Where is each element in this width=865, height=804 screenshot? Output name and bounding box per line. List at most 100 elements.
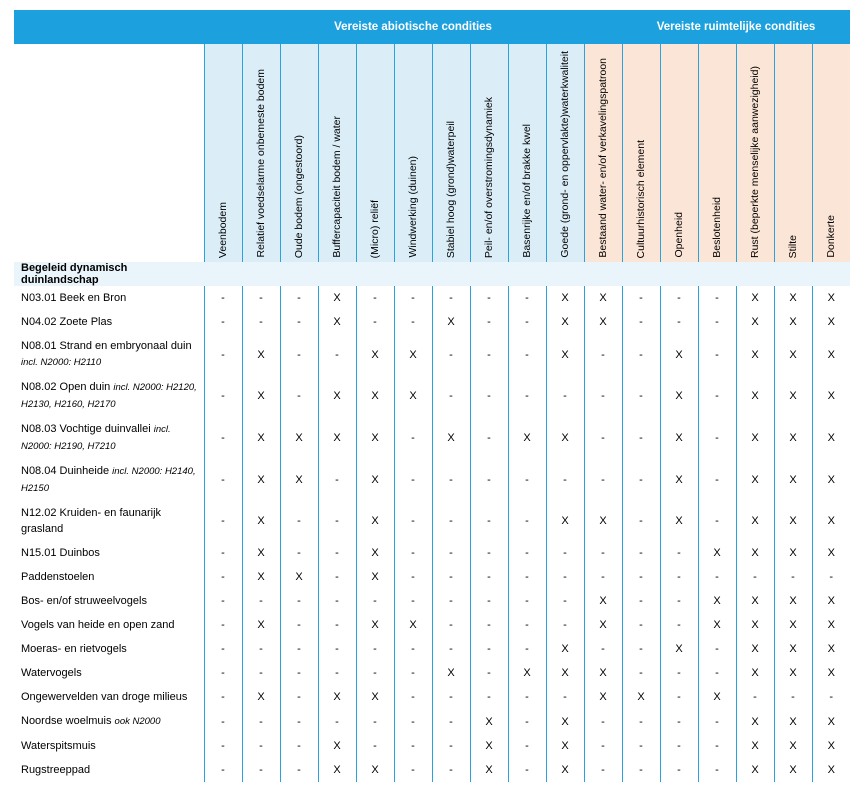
- cell: -: [203, 661, 242, 685]
- cell: -: [431, 286, 470, 310]
- cell: X: [811, 334, 850, 375]
- cell: -: [279, 709, 318, 734]
- table-row: Waterspitsmuis - - - X - - - X - X - - - - X X X: [14, 734, 850, 758]
- section-cell: [660, 262, 698, 286]
- cell: X: [355, 417, 394, 459]
- cell: -: [317, 565, 356, 589]
- cell: -: [317, 709, 356, 734]
- column-label: (Micro) reliëf: [369, 199, 381, 258]
- cell: X: [735, 709, 774, 734]
- cell: -: [355, 637, 394, 661]
- cell: -: [659, 565, 698, 589]
- cell: -: [203, 565, 242, 589]
- cell: -: [621, 709, 660, 734]
- column-label: Buffercapaciteit bodem / water: [331, 116, 343, 258]
- row-name: N08.04 Duinheide: [21, 465, 110, 477]
- cell: -: [317, 334, 356, 375]
- cell: -: [659, 661, 698, 685]
- cell: X: [811, 589, 850, 613]
- cell: -: [279, 613, 318, 637]
- cell: X: [355, 565, 394, 589]
- row-label: Watervogels: [14, 661, 204, 685]
- column-header: Windwerking (duinen): [393, 44, 432, 262]
- cell: -: [469, 541, 508, 565]
- cell: -: [469, 565, 508, 589]
- table-row: Moeras- en rietvogels - - - - - - - - - X - - X - X X X: [14, 637, 850, 661]
- cell: -: [621, 334, 660, 375]
- cell: X: [773, 589, 812, 613]
- cell: X: [697, 685, 736, 709]
- cell: -: [279, 589, 318, 613]
- cell: -: [545, 459, 584, 501]
- cell: -: [621, 541, 660, 565]
- cell: X: [431, 417, 470, 459]
- cell: X: [241, 541, 280, 565]
- cell: X: [811, 734, 850, 758]
- cell: -: [507, 565, 546, 589]
- cell: X: [317, 758, 356, 782]
- cell: -: [507, 459, 546, 501]
- cell: X: [583, 501, 622, 541]
- cell: -: [621, 734, 660, 758]
- column-header: Basenrijke en/of brakke kwel: [507, 44, 546, 262]
- cell: -: [621, 613, 660, 637]
- cell: X: [697, 613, 736, 637]
- cell: -: [583, 565, 622, 589]
- cell: -: [241, 758, 280, 782]
- section-row: Begeleid dynamisch duinlandschap: [14, 262, 850, 286]
- cell: -: [393, 685, 432, 709]
- cell: -: [469, 589, 508, 613]
- table-row: Bos- en/of struweelvogels - - - - - - - - - - X - - X X…: [14, 589, 850, 613]
- cell: -: [659, 758, 698, 782]
- row-label: Noordse woelmuis ook N2000: [14, 709, 204, 734]
- cell: -: [507, 501, 546, 541]
- cell: -: [469, 661, 508, 685]
- cell: X: [279, 565, 318, 589]
- cell: -: [507, 637, 546, 661]
- cell: -: [241, 734, 280, 758]
- cell: -: [203, 734, 242, 758]
- cell: X: [697, 589, 736, 613]
- table-row: N08.03 Vochtige duinvallei incl. N2000: …: [14, 417, 850, 459]
- cell: -: [507, 541, 546, 565]
- cell: -: [583, 541, 622, 565]
- group-blank: [14, 10, 204, 44]
- cell: X: [393, 613, 432, 637]
- cell: -: [469, 375, 508, 417]
- cell: -: [659, 734, 698, 758]
- cell: X: [735, 613, 774, 637]
- cell: X: [545, 661, 584, 685]
- cell: -: [355, 709, 394, 734]
- cell: X: [583, 661, 622, 685]
- row-label: Waterspitsmuis: [14, 734, 204, 758]
- cell: -: [241, 661, 280, 685]
- column-label: Stilte: [787, 234, 799, 258]
- row-name: Rugstreeppad: [21, 764, 91, 776]
- cell: -: [431, 541, 470, 565]
- cell: -: [431, 709, 470, 734]
- cell: -: [659, 589, 698, 613]
- cell: -: [583, 637, 622, 661]
- cell: -: [241, 637, 280, 661]
- cell: X: [773, 334, 812, 375]
- group-header-row: Vereiste abiotische condities Vereiste r…: [14, 10, 850, 44]
- cell: -: [735, 685, 774, 709]
- cell: -: [811, 565, 850, 589]
- cell: X: [469, 758, 508, 782]
- condition-table: Vereiste abiotische condities Vereiste r…: [14, 10, 850, 782]
- cell: X: [355, 334, 394, 375]
- section-cell: [356, 262, 394, 286]
- cell: -: [241, 709, 280, 734]
- cell: -: [203, 685, 242, 709]
- cell: -: [507, 613, 546, 637]
- cell: X: [431, 661, 470, 685]
- cell: -: [279, 334, 318, 375]
- cell: -: [545, 565, 584, 589]
- row-label: N08.01 Strand en embryonaal duin incl. N…: [14, 334, 204, 375]
- group-header: Vereiste ruimtelijke condities: [622, 10, 850, 44]
- cell: -: [621, 459, 660, 501]
- cell: -: [621, 501, 660, 541]
- cell: -: [393, 709, 432, 734]
- cell: X: [659, 375, 698, 417]
